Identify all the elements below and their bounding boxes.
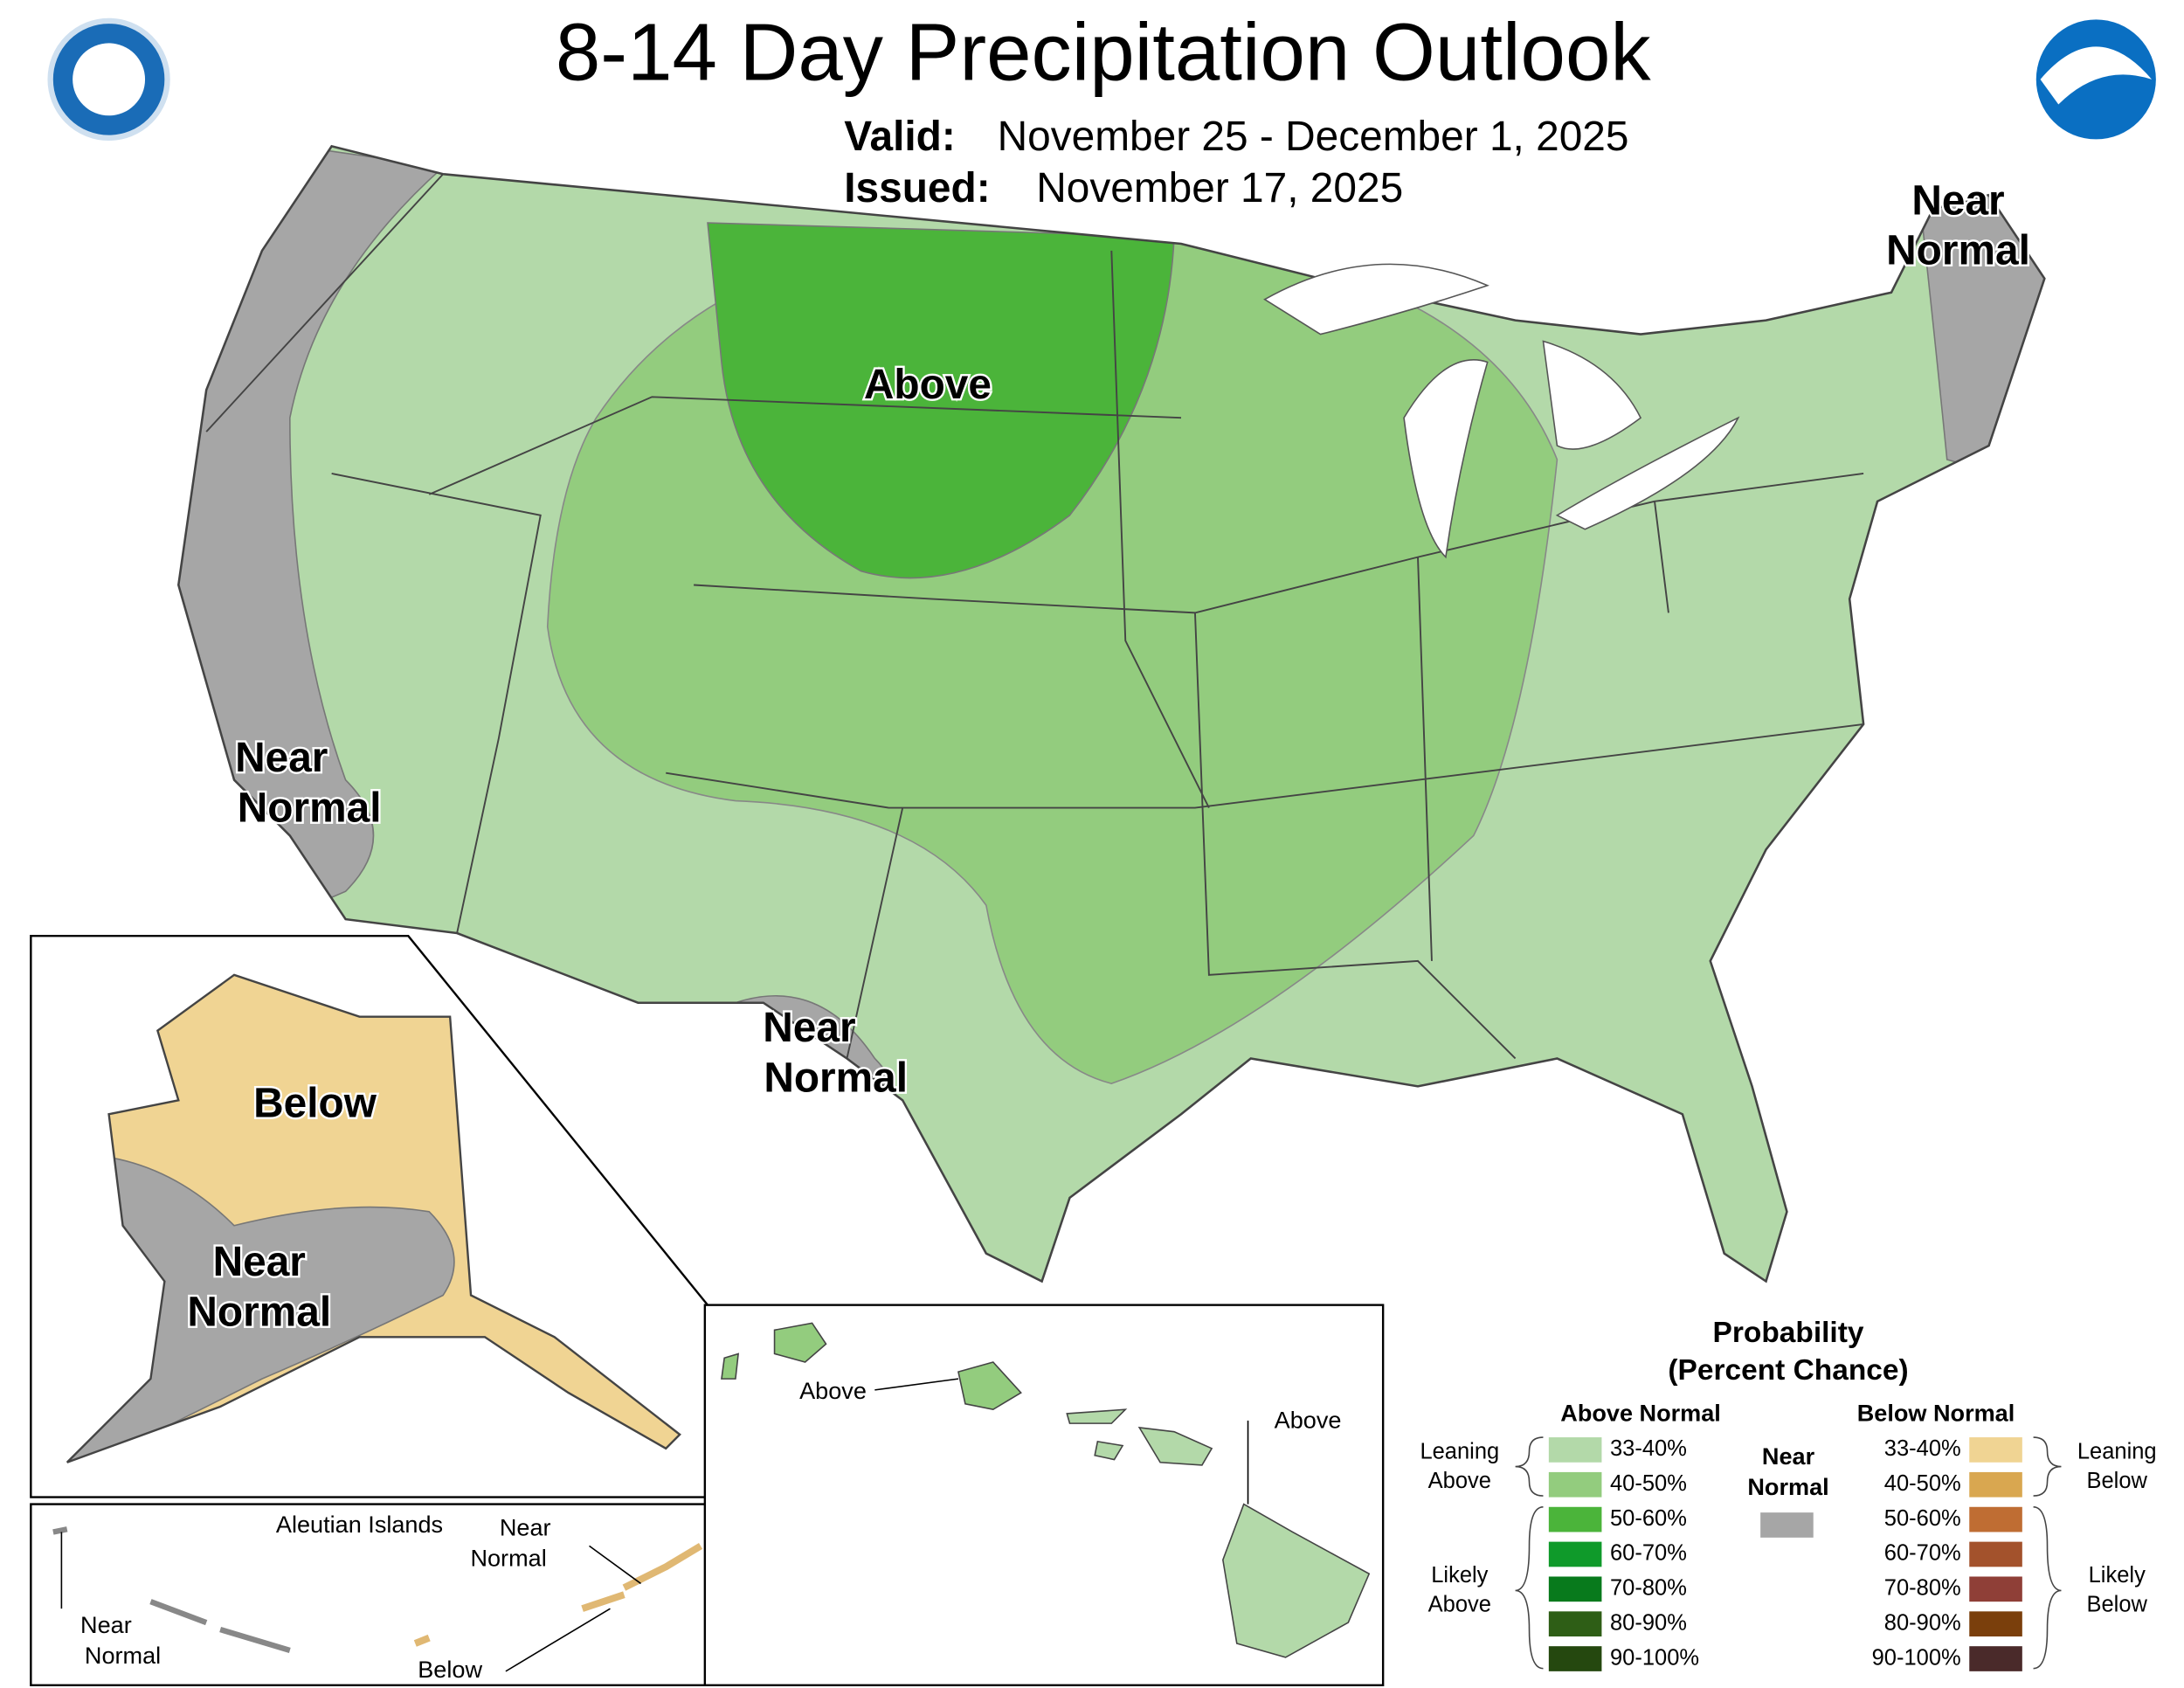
hawaii-inset: Above Above xyxy=(703,1304,1385,1687)
valid-dates: November 25 - December 1, 2025 xyxy=(998,114,1629,160)
legend-swatch xyxy=(1548,1437,1602,1463)
map-label: Near xyxy=(235,735,328,781)
legend-swatch xyxy=(1969,1471,2022,1498)
legend-swatch xyxy=(1548,1611,1602,1637)
legend-group: Leaning xyxy=(1420,1439,1499,1463)
legend-group: Above xyxy=(1428,1469,1491,1493)
map-label: Aleutian Islands xyxy=(276,1511,443,1538)
map-label: Normal xyxy=(238,785,382,831)
aleutian-inset: Aleutian Islands Near Normal Near Normal… xyxy=(30,1503,709,1687)
legend-swatch xyxy=(1548,1506,1602,1532)
valid-label: Valid: xyxy=(844,114,956,160)
legend-group: Likely xyxy=(2089,1563,2146,1588)
legend-header: Above Normal xyxy=(1560,1400,1721,1427)
legend-near: Normal xyxy=(1747,1473,1828,1500)
legend-label: 70-80% xyxy=(1610,1576,1687,1601)
legend-label: 80-90% xyxy=(1610,1610,1687,1635)
legend-swatch xyxy=(1548,1541,1602,1567)
map-label: Above xyxy=(864,362,992,408)
issued-date: November 17, 2025 xyxy=(1036,165,1403,211)
legend-group: Above xyxy=(1428,1593,1491,1617)
map-label: Near xyxy=(80,1611,132,1638)
map-label: Normal xyxy=(764,1055,908,1102)
title: 8-14 Day Precipitation Outlook xyxy=(556,6,1651,97)
legend-label: 80-90% xyxy=(1884,1610,1961,1635)
doc-seal-inner xyxy=(73,43,146,116)
map-label: Near xyxy=(500,1513,551,1540)
map-label: Above xyxy=(1275,1407,1342,1434)
map-label: Normal xyxy=(187,1289,331,1335)
map-label: Below xyxy=(418,1656,482,1683)
header: 8-14 Day Precipitation Outlook Valid: No… xyxy=(47,6,2156,211)
map-label: Below xyxy=(253,1080,377,1126)
map-label: Normal xyxy=(1886,228,2030,274)
legend-swatch xyxy=(1969,1576,2022,1602)
legend-group: Below xyxy=(2087,1593,2148,1617)
legend-label: 40-50% xyxy=(1610,1471,1687,1496)
map-label: Near xyxy=(763,1005,855,1051)
legend-swatch xyxy=(1548,1646,1602,1671)
map-label: Above xyxy=(799,1377,867,1404)
legend-label: 40-50% xyxy=(1884,1471,1961,1496)
legend-label: 60-70% xyxy=(1610,1541,1687,1566)
legend-swatch xyxy=(1969,1541,2022,1567)
issued-label: Issued: xyxy=(844,165,990,211)
map-label: Normal xyxy=(470,1545,546,1572)
legend-label: 90-100% xyxy=(1872,1645,1961,1670)
legend-label: 50-60% xyxy=(1884,1506,1961,1531)
legend-swatch xyxy=(1760,1512,1814,1538)
legend: Probability (Percent Chance) Above Norma… xyxy=(1420,1317,2157,1671)
legend-near: Near xyxy=(1762,1442,1815,1470)
legend-swatch xyxy=(1969,1506,2022,1532)
legend-swatch xyxy=(1969,1437,2022,1463)
noaa-logo-bird xyxy=(2040,46,2153,105)
legend-label: 33-40% xyxy=(1884,1436,1961,1461)
map-label: Near xyxy=(1911,177,2004,224)
legend-group: Below xyxy=(2087,1469,2148,1493)
map-label: Normal xyxy=(85,1642,161,1669)
legend-label: 90-100% xyxy=(1610,1645,1699,1670)
legend-swatch xyxy=(1969,1611,2022,1637)
map-label: Near xyxy=(213,1239,306,1285)
legend-label: 60-70% xyxy=(1884,1541,1961,1566)
legend-group: Leaning xyxy=(2077,1439,2157,1463)
legend-title: Probability xyxy=(1713,1317,1864,1349)
legend-group: Likely xyxy=(1431,1563,1488,1588)
legend-subtitle: (Percent Chance) xyxy=(1668,1354,1908,1387)
legend-swatch xyxy=(1969,1646,2022,1671)
legend-swatch xyxy=(1548,1471,1602,1498)
legend-header: Below Normal xyxy=(1857,1400,2015,1427)
legend-swatch xyxy=(1548,1576,1602,1602)
alaska-inset: Below Near Normal xyxy=(30,935,709,1498)
legend-label: 50-60% xyxy=(1610,1506,1687,1531)
legend-label: 70-80% xyxy=(1884,1576,1961,1601)
legend-label: 33-40% xyxy=(1610,1436,1687,1461)
